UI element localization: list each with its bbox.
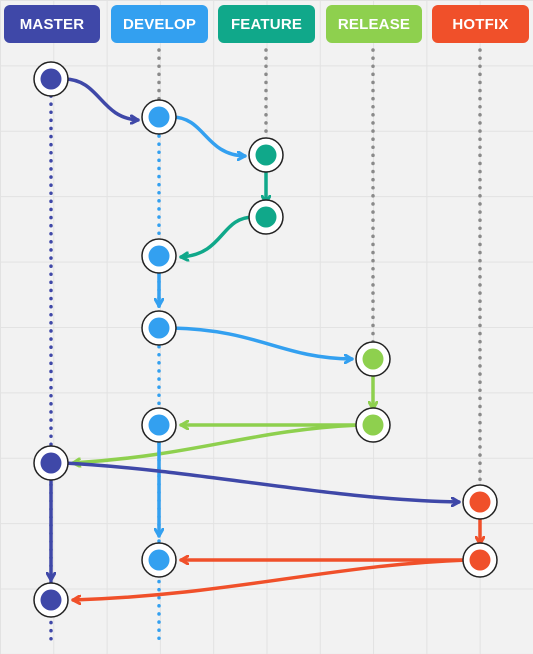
- arrow-release-to-master: [71, 423, 362, 463]
- branch-label-master: MASTER: [4, 5, 100, 43]
- branch-label-feature: FEATURE: [218, 5, 315, 43]
- arrow-master-to-develop: [62, 77, 140, 120]
- commit-hotfix-1: [462, 484, 498, 520]
- commit-feature-1: [248, 137, 284, 173]
- branch-label-hotfix: HOTFIX: [432, 5, 529, 43]
- commit-develop-1: [141, 99, 177, 135]
- commit-master-1: [33, 61, 69, 97]
- commit-master-3: [33, 582, 69, 618]
- commit-develop-4: [141, 407, 177, 443]
- commit-master-2: [33, 445, 69, 481]
- commit-develop-3: [141, 310, 177, 346]
- arrow-develop-to-release: [170, 326, 354, 359]
- commit-release-2: [355, 407, 391, 443]
- commit-develop-2: [141, 238, 177, 274]
- arrow-hotfix-to-master: [71, 558, 469, 600]
- commit-feature-2: [248, 199, 284, 235]
- branch-label-develop: DEVELOP: [111, 5, 208, 43]
- arrow-develop-to-feature: [170, 115, 247, 156]
- commit-hotfix-2: [462, 542, 498, 578]
- commit-release-1: [355, 341, 391, 377]
- commit-develop-5: [141, 542, 177, 578]
- arrow-master-to-hotfix: [62, 461, 461, 502]
- arrow-feature-to-develop: [179, 215, 256, 257]
- branch-label-release: RELEASE: [326, 5, 422, 43]
